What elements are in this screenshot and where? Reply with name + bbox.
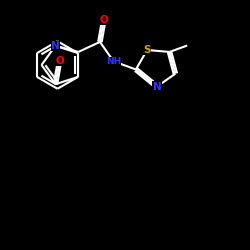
Text: NH: NH <box>106 57 121 66</box>
Text: O: O <box>100 15 108 25</box>
Text: O: O <box>55 56 64 66</box>
Text: N: N <box>152 82 161 92</box>
Text: N: N <box>51 41 60 51</box>
Text: S: S <box>144 45 151 55</box>
